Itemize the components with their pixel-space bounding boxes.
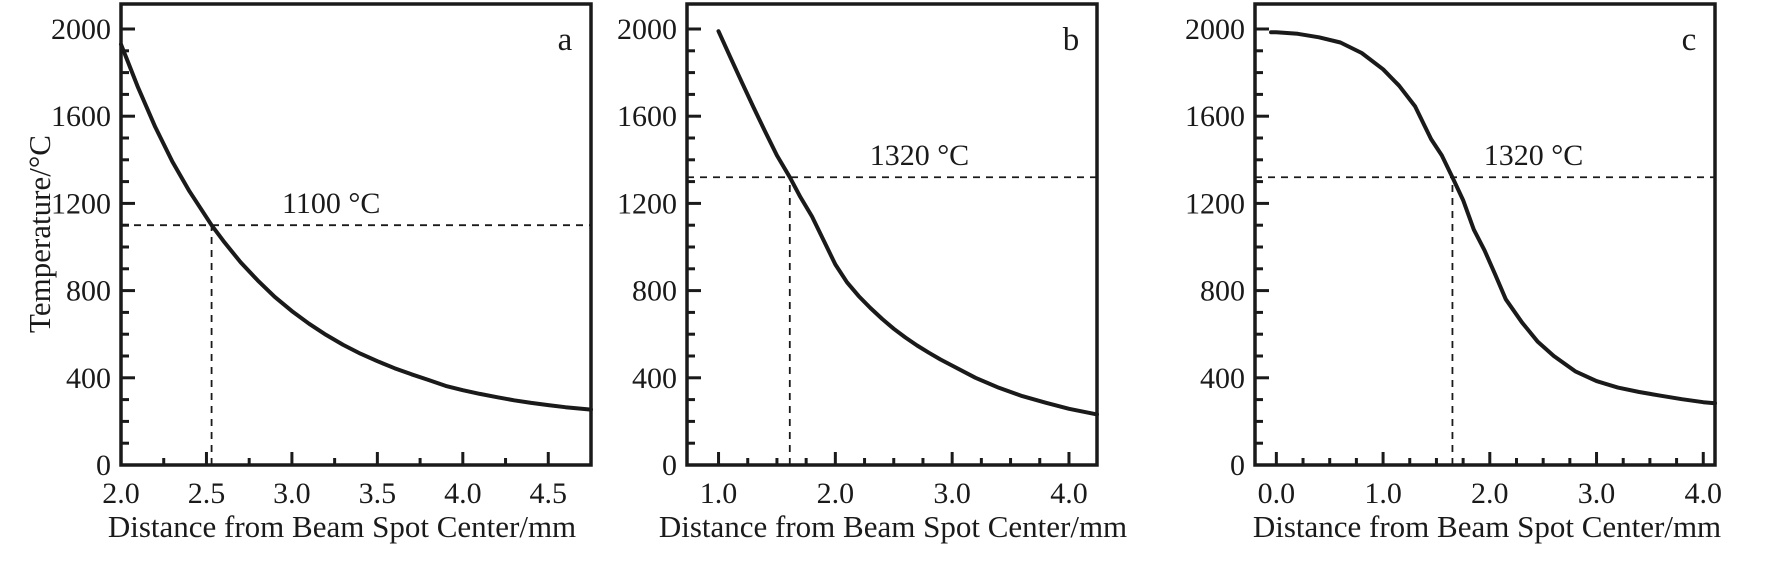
- panel-c-x-tick-label: 2.0: [1471, 477, 1509, 510]
- panel-c-reference-label: 1320 °C: [1484, 139, 1584, 172]
- panel-a-x-tick-label: 3.0: [273, 477, 311, 510]
- panel-c: 0 400 800 1200 1600 2000 0.0 1.0 2.0 3.0 4.0 1320 °…: [1185, 2, 1723, 510]
- panel-b-frame: [685, 2, 1099, 467]
- panel-a-y-axis-ticks: [121, 27, 135, 467]
- panel-c-x-axis-ticks: [1274, 452, 1705, 465]
- x-axis-title-a: Distance from Beam Spot Center/mm: [107, 509, 577, 544]
- panel-a-x-tick-label: 2.5: [188, 477, 226, 510]
- panel-c-x-tick-label: 3.0: [1578, 477, 1616, 510]
- panel-a-frame: [119, 2, 593, 467]
- panel-c-y-tick-label: 1600: [1185, 100, 1245, 133]
- panel-b: 0 400 800 1200 1600 2000 1.0 2.0 3.0 4.0 1320 °C b: [617, 2, 1099, 510]
- panel-b-y-tick-label: 1600: [617, 100, 677, 133]
- panel-b-x-axis-ticks: [717, 452, 1071, 465]
- panel-b-x-tick-label: 4.0: [1050, 477, 1088, 510]
- panel-b-y-tick-label: 2000: [617, 13, 677, 46]
- panel-b-reference-label: 1320 °C: [870, 139, 970, 172]
- panel-c-x-tick-label: 4.0: [1685, 477, 1723, 510]
- panel-b-x-tick-label: 1.0: [700, 477, 738, 510]
- panel-c-y-tick-label: 0: [1230, 449, 1245, 482]
- panel-a-letter: a: [558, 22, 573, 58]
- panel-b-curve: [716, 29, 1099, 417]
- panel-c-y-axis-ticks: [1255, 27, 1269, 467]
- panel-c-y-tick-label: 800: [1200, 275, 1245, 308]
- panel-b-y-tick-label: 0: [662, 449, 677, 482]
- panel-a-x-tick-label: 4.5: [530, 477, 568, 510]
- panel-b-y-tick-label: 1200: [617, 187, 677, 220]
- x-axis-title-c: Distance from Beam Spot Center/mm: [1252, 509, 1722, 544]
- panel-c-letter: c: [1682, 22, 1697, 58]
- panel-b-y-tick-label: 800: [632, 275, 677, 308]
- panel-c-x-tick-label: 1.0: [1364, 477, 1402, 510]
- panel-a-x-tick-label: 2.0: [102, 477, 140, 510]
- panel-b-x-tick-label: 3.0: [933, 477, 971, 510]
- panel-a: 0 400 800 1200 1600 2000 2.0 2.5 3.0 3.5 4.0 4.5 110…: [51, 2, 593, 510]
- panel-a-y-tick-label: 1200: [51, 187, 111, 220]
- panel-b-y-axis-ticks: [687, 27, 701, 467]
- panel-b-letter: b: [1063, 22, 1080, 58]
- panel-a-x-tick-label: 3.5: [359, 477, 397, 510]
- panel-a-y-tick-label: 0: [96, 449, 111, 482]
- panel-a-y-tick-label: 400: [66, 362, 111, 395]
- panel-c-curve: [1269, 30, 1717, 406]
- panel-b-x-tick-label: 2.0: [817, 477, 855, 510]
- panel-c-y-tick-label: 1200: [1185, 187, 1245, 220]
- panel-a-reference-label: 1100 °C: [282, 187, 380, 220]
- x-axis-title-b: Distance from Beam Spot Center/mm: [658, 509, 1128, 544]
- panel-c-y-tick-label: 400: [1200, 362, 1245, 395]
- y-axis-title: Temperature/°C: [22, 135, 57, 333]
- panel-c-frame: [1253, 2, 1717, 467]
- panel-a-y-tick-label: 1600: [51, 100, 111, 133]
- panel-a-y-tick-label: 2000: [51, 13, 111, 46]
- panel-c-x-tick-label: 0.0: [1258, 477, 1296, 510]
- panel-c-y-tick-label: 2000: [1185, 13, 1245, 46]
- panel-b-y-tick-label: 400: [632, 362, 677, 395]
- panel-a-x-axis-ticks: [119, 452, 550, 465]
- panel-a-y-tick-label: 800: [66, 275, 111, 308]
- panel-a-x-tick-label: 4.0: [444, 477, 482, 510]
- panel-a-curve: [119, 42, 593, 412]
